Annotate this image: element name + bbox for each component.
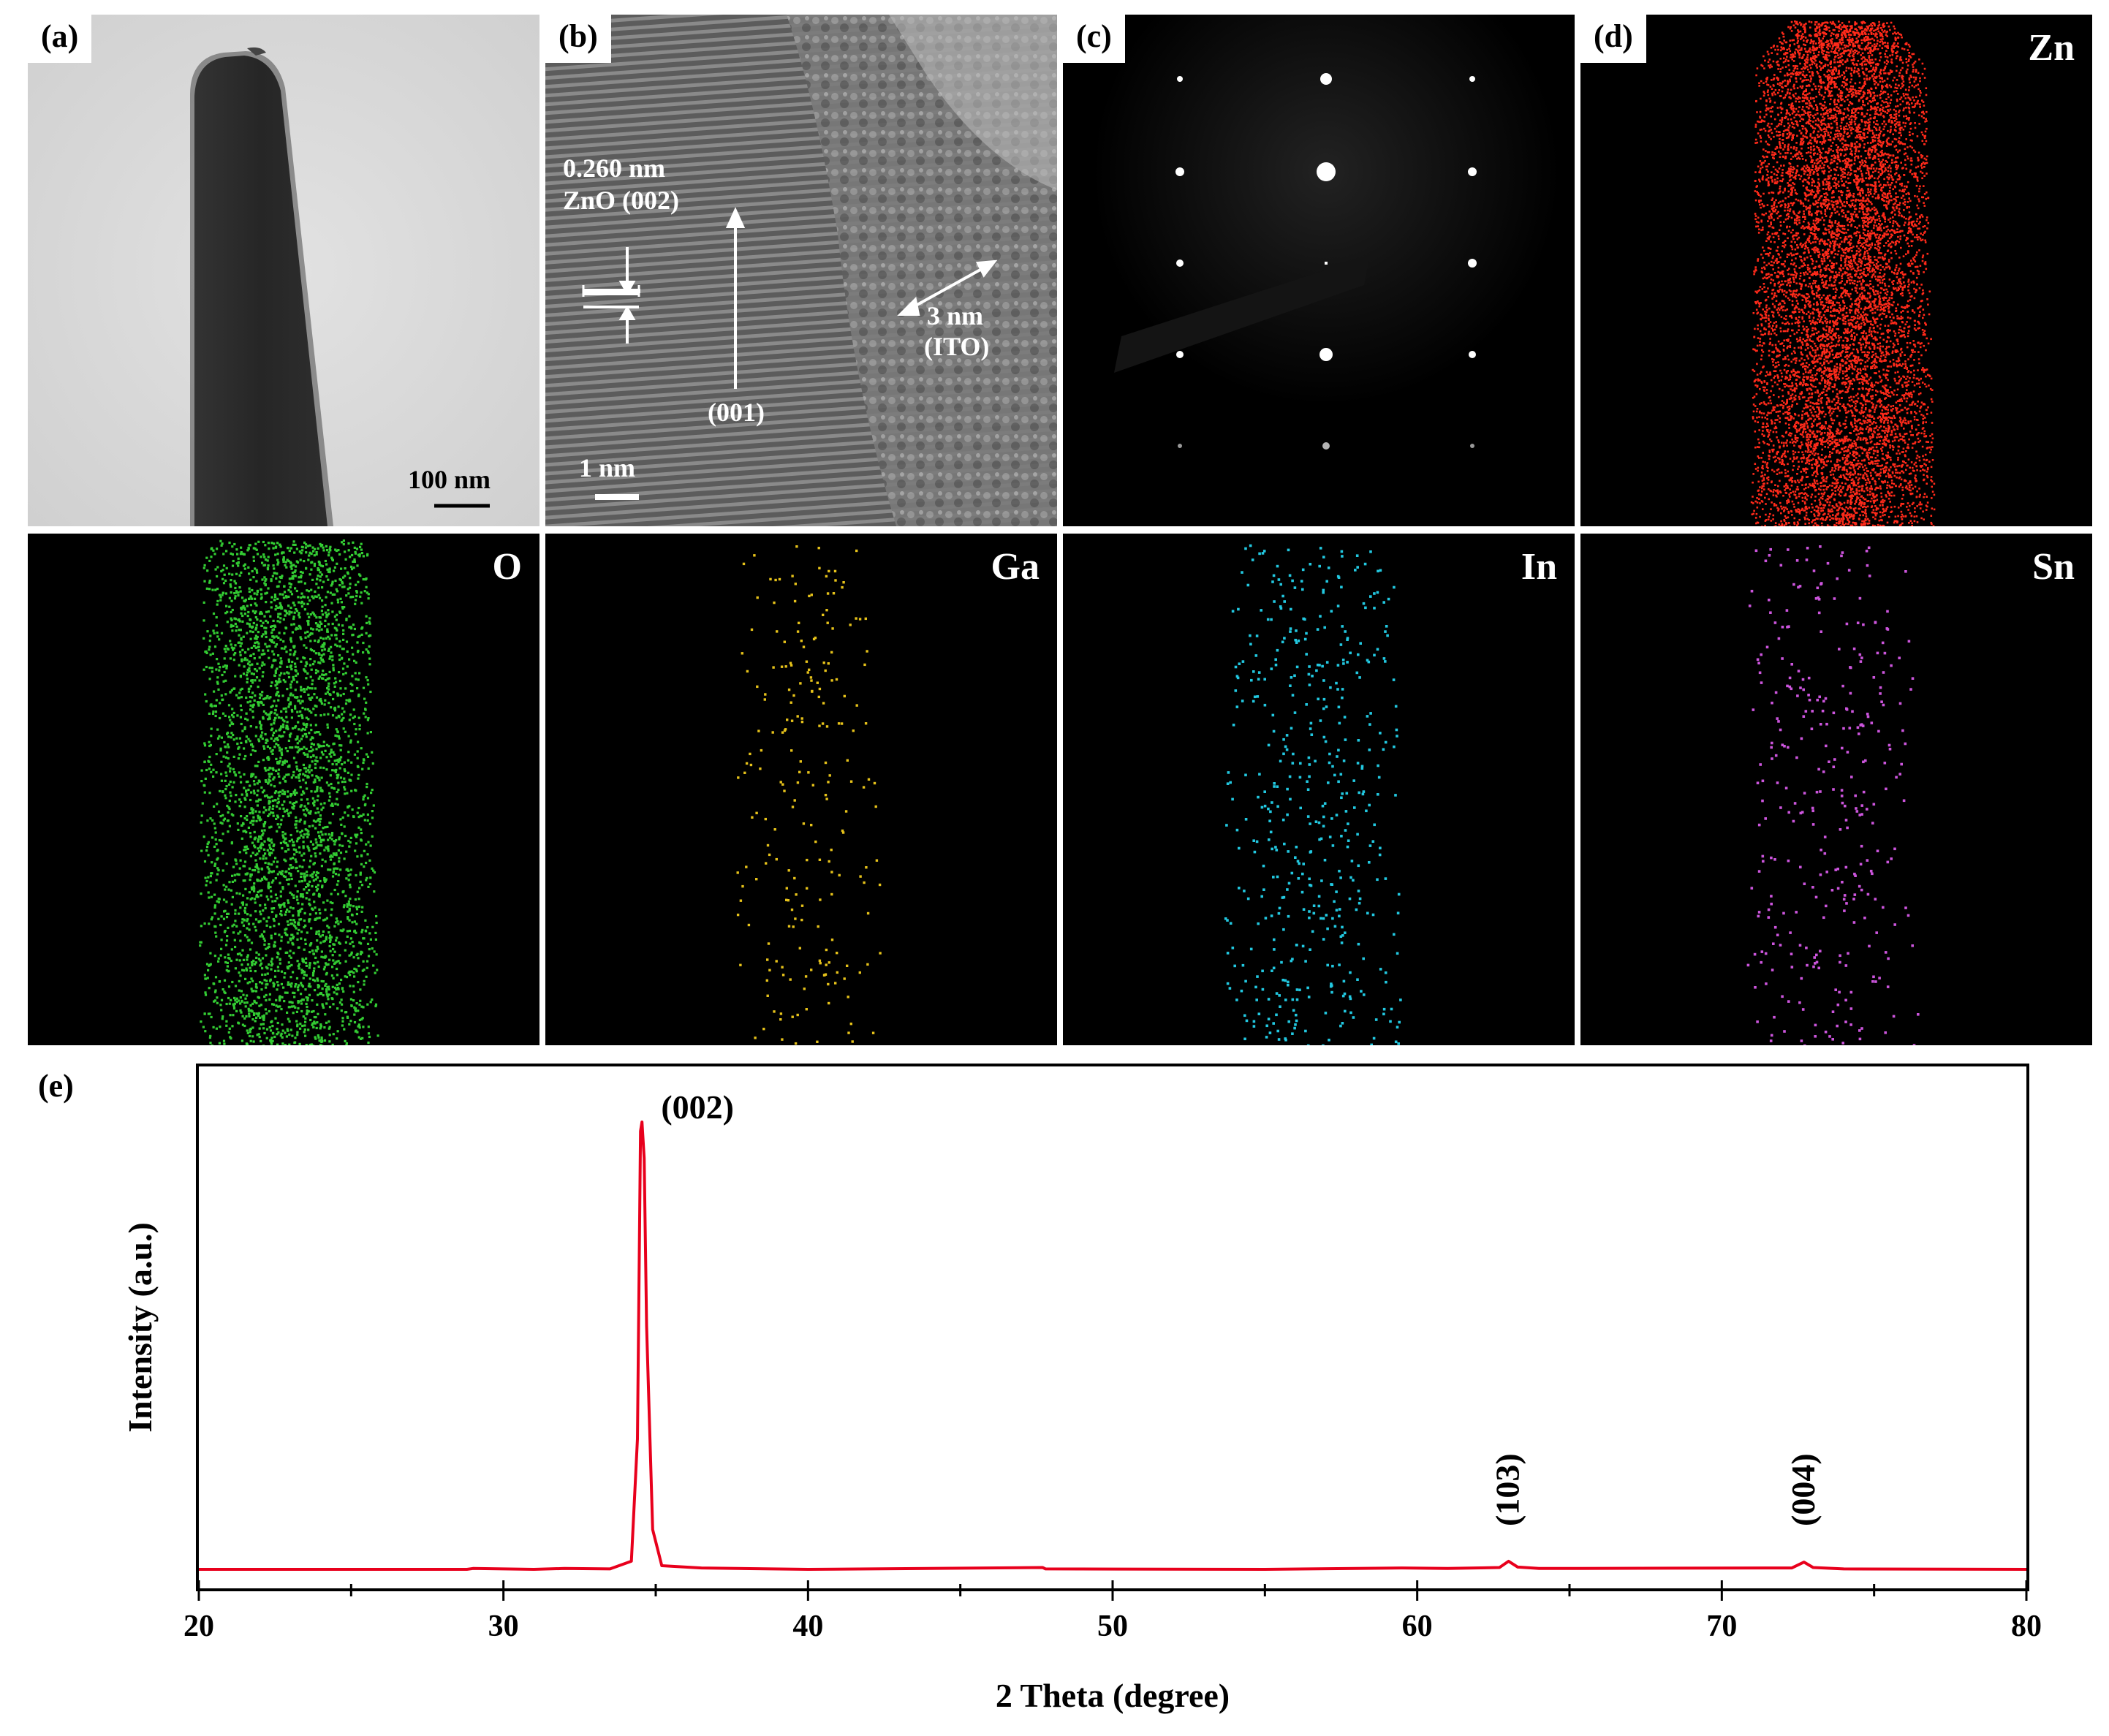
zn-signal-dots	[1750, 20, 1936, 526]
scalebar-label-b: 1 nm	[579, 453, 636, 482]
in-signal-dots	[1224, 544, 1402, 1045]
x-axis-ticks: 20 30 40 50 60 70 80	[183, 1580, 2042, 1643]
panel-b-label: (b)	[545, 15, 611, 63]
shell-thickness-label: 3 nm	[927, 301, 984, 330]
lattice-spacing-label: 0.260 nm	[563, 153, 666, 183]
xrd-series-line	[199, 1121, 2027, 1571]
x-axis-label: 2 Theta (degree)	[996, 1677, 1230, 1714]
panel-c-label: (c)	[1063, 15, 1125, 63]
panel-in-map: In	[1063, 534, 1575, 1045]
element-label-in: In	[1521, 546, 1557, 588]
x-tick-label: 20	[183, 1610, 214, 1643]
sn-signal-dots	[1746, 545, 1920, 1045]
nanorod-tem-graphic	[28, 15, 539, 526]
element-label-zn: Zn	[2028, 27, 2075, 69]
shell-material-label: (ITO)	[924, 332, 990, 361]
element-label-ga: Ga	[991, 546, 1040, 588]
peak-label: (103)	[1489, 1453, 1526, 1526]
plot-frame	[196, 1064, 2029, 1591]
o-signal-dots	[199, 539, 379, 1045]
x-tick-label: 30	[488, 1610, 519, 1643]
panel-b-hrtem-image: (b) 0.260 nm ZnO (002) (001) 3 nm (ITO) …	[545, 15, 1057, 526]
panel-e-xrd-chart: (e) 20 30 40 50 60 70 80 (002) (103) (004) 2 The…	[0, 1053, 2109, 1736]
panel-d-zn-map: (d) Zn	[1580, 15, 2092, 526]
panel-a-tem-image: (a) 100 nm	[28, 15, 539, 526]
diffraction-spots-graphic	[1063, 15, 1575, 526]
panel-e-label: (e)	[38, 1068, 74, 1104]
ga-signal-dots	[736, 545, 882, 1045]
in-element-map	[1224, 544, 1402, 1045]
panel-c-saed-pattern: (c)	[1063, 15, 1575, 526]
panel-sn-map: Sn	[1580, 534, 2092, 1045]
element-label-sn: Sn	[2032, 546, 2075, 588]
peak-label: (002)	[661, 1088, 734, 1126]
growth-direction-label: (001)	[708, 398, 765, 427]
y-axis-label: Intensity (a.u.)	[121, 1222, 159, 1433]
x-tick-label: 70	[1706, 1610, 1737, 1643]
x-tick-label: 50	[1097, 1610, 1128, 1643]
x-tick-label: 60	[1402, 1610, 1433, 1643]
hrtem-lattice-graphic	[545, 15, 1057, 526]
scalebar-label-a: 100 nm	[408, 465, 491, 494]
panel-ga-map: Ga	[545, 534, 1057, 1045]
peak-label: (004)	[1784, 1453, 1822, 1526]
panel-o-map: O	[28, 534, 539, 1045]
element-label-o: O	[492, 546, 522, 588]
o-element-map	[199, 539, 379, 1045]
panel-a-label: (a)	[28, 15, 92, 63]
x-tick-label: 40	[792, 1610, 823, 1643]
x-tick-label: 80	[2011, 1610, 2042, 1643]
xrd-chart-svg: (e) 20 30 40 50 60 70 80 (002) (103) (004) 2 The…	[38, 1064, 2042, 1714]
panel-d-label: (d)	[1580, 15, 1646, 63]
ga-element-map	[736, 545, 882, 1045]
zn-element-map	[1750, 20, 1936, 526]
lattice-plane-label: ZnO (002)	[563, 186, 680, 215]
sn-element-map	[1746, 545, 1920, 1045]
peak-annotations: (002) (103) (004)	[661, 1088, 1822, 1526]
